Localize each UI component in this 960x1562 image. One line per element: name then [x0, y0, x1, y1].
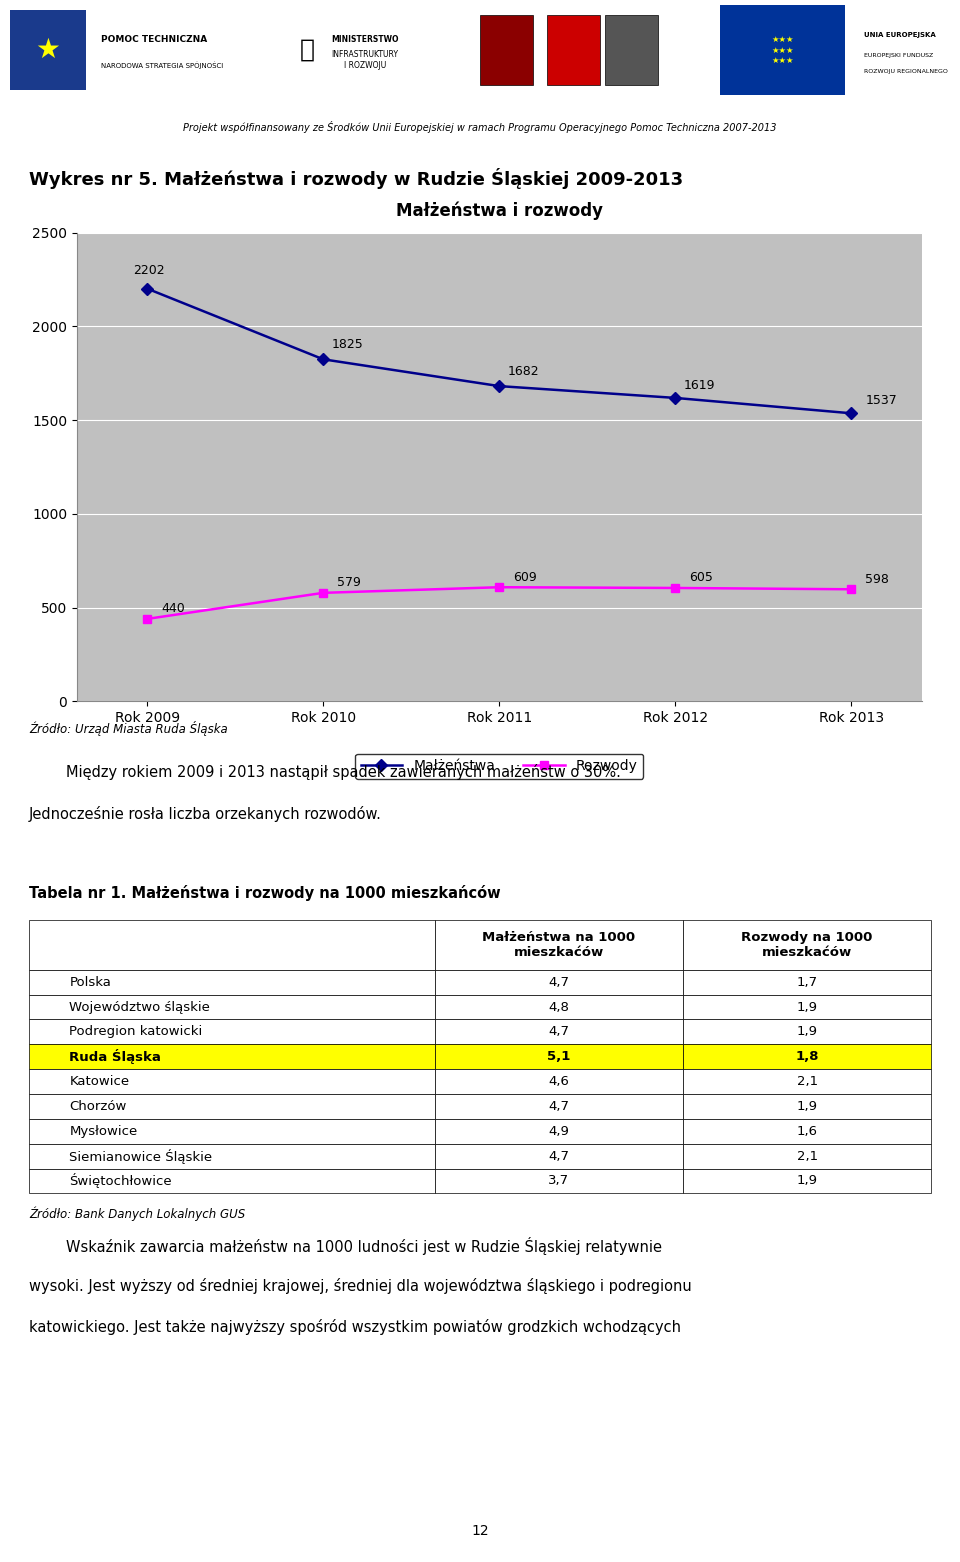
Text: Wykres nr 5. Małżeństwa i rozwody w Rudzie Śląskiej 2009-2013: Wykres nr 5. Małżeństwa i rozwody w Rudz…	[29, 169, 683, 189]
Text: Między rokiem 2009 i 2013 nastąpił spadek zawieranych małżeństw o 30%.: Między rokiem 2009 i 2013 nastąpił spade…	[29, 764, 621, 779]
Text: 2202: 2202	[133, 264, 165, 276]
Text: 579: 579	[337, 576, 361, 589]
Text: 605: 605	[689, 572, 713, 584]
Text: Wskaźnik zawarcia małżeństw na 1000 ludności jest w Rudzie Śląskiej relatywnie: Wskaźnik zawarcia małżeństw na 1000 ludn…	[29, 1237, 661, 1256]
Text: Źródło: Urząd Miasta Ruda Śląska: Źródło: Urząd Miasta Ruda Śląska	[29, 722, 228, 736]
Text: Źródło: Bank Danych Lokalnych GUS: Źródło: Bank Danych Lokalnych GUS	[29, 1206, 245, 1221]
Text: EUROPEJSKI FUNDUSZ: EUROPEJSKI FUNDUSZ	[864, 53, 933, 58]
Bar	[720, 5, 845, 95]
Text: 609: 609	[514, 570, 537, 584]
Text: Projekt współfinansowany ze Środków Unii Europejskiej w ramach Programu Operacyj: Projekt współfinansowany ze Środków Unii…	[183, 122, 777, 133]
Text: POMOC TECHNICZNA: POMOC TECHNICZNA	[101, 36, 207, 44]
Text: NARODOWA STRATEGIA SPÓJNOŚCI: NARODOWA STRATEGIA SPÓJNOŚCI	[101, 61, 223, 69]
Bar	[547, 16, 600, 84]
Title: Małżeństwa i rozwody: Małżeństwa i rozwody	[396, 201, 603, 220]
Text: 1682: 1682	[508, 366, 540, 378]
Bar	[605, 16, 658, 84]
Text: katowickiego. Jest także najwyższy spośród wszystkim powiatów grodzkich wchodząc: katowickiego. Jest także najwyższy spośr…	[29, 1320, 681, 1336]
Text: 🦅: 🦅	[300, 37, 315, 62]
Text: wysoki. Jest wyższy od średniej krajowej, średniej dla województwa śląskiego i p: wysoki. Jest wyższy od średniej krajowej…	[29, 1278, 691, 1295]
Text: 12: 12	[471, 1525, 489, 1537]
Text: 440: 440	[161, 603, 185, 615]
Bar	[480, 16, 533, 84]
Text: Jednocześnie rosła liczba orzekanych rozwodów.: Jednocześnie rosła liczba orzekanych roz…	[29, 806, 382, 822]
Text: 1825: 1825	[332, 337, 364, 351]
Text: MINISTERSTWO: MINISTERSTWO	[331, 36, 398, 44]
Text: UNIA EUROPEJSKA: UNIA EUROPEJSKA	[864, 31, 936, 37]
Text: ★: ★	[36, 36, 60, 64]
Text: Tabela nr 1. Małżeństwa i rozwody na 1000 mieszkańców: Tabela nr 1. Małżeństwa i rozwody na 100…	[29, 884, 500, 901]
Text: ROZWOJU REGIONALNEGO: ROZWOJU REGIONALNEGO	[864, 69, 948, 75]
FancyBboxPatch shape	[10, 9, 86, 91]
Text: INFRASTRUKTURY
I ROZWOJU: INFRASTRUKTURY I ROZWOJU	[331, 50, 398, 70]
Text: 598: 598	[865, 573, 889, 586]
Text: 1619: 1619	[684, 378, 715, 392]
Legend: Małżeństwa, Rozwody: Małżeństwa, Rozwody	[355, 753, 643, 779]
Text: 1537: 1537	[865, 394, 897, 408]
Text: ★★★
★★★
★★★: ★★★ ★★★ ★★★	[771, 34, 794, 66]
